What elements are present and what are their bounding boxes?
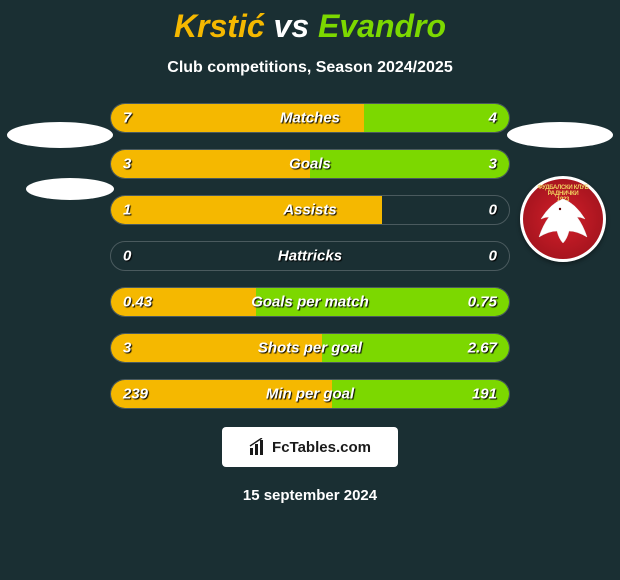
- stat-row: 10Assists: [110, 195, 510, 225]
- stats-rows: 74Matches 33Goals 10Assists 00Hattricks 0.43…: [0, 103, 620, 409]
- stat-label: Goals per match: [111, 294, 509, 311]
- stat-label: Hattricks: [111, 248, 509, 265]
- stat-row: 74Matches: [110, 103, 510, 133]
- stat-label: Goals: [111, 156, 509, 173]
- stat-label: Min per goal: [111, 386, 509, 403]
- player1-badge-placeholder-2: [26, 178, 114, 200]
- player2-club-crest: ФУДБАЛСКИ КЛУБ РАДНИЧКИ 1923: [520, 176, 606, 262]
- stat-label: Matches: [111, 110, 509, 127]
- stat-label: Shots per goal: [111, 340, 509, 357]
- player1-badge-placeholder-1: [7, 122, 113, 148]
- stat-row: 32.67Shots per goal: [110, 333, 510, 363]
- footer-date: 15 september 2024: [0, 487, 620, 504]
- eagle-icon: [531, 191, 595, 247]
- stat-row: 239191Min per goal: [110, 379, 510, 409]
- comparison-title: Krstić vs Evandro: [0, 0, 620, 45]
- stat-row: 33Goals: [110, 149, 510, 179]
- player2-name: Evandro: [318, 8, 446, 44]
- bars-icon: [249, 438, 267, 456]
- brand-text: FcTables.com: [272, 439, 371, 456]
- stat-row: 00Hattricks: [110, 241, 510, 271]
- vs-text: vs: [274, 8, 310, 44]
- player1-name: Krstić: [174, 8, 265, 44]
- subtitle: Club competitions, Season 2024/2025: [0, 59, 620, 77]
- player2-badge-placeholder-1: [507, 122, 613, 148]
- stat-row: 0.430.75Goals per match: [110, 287, 510, 317]
- fctables-logo[interactable]: FcTables.com: [222, 427, 398, 467]
- stat-label: Assists: [111, 202, 509, 219]
